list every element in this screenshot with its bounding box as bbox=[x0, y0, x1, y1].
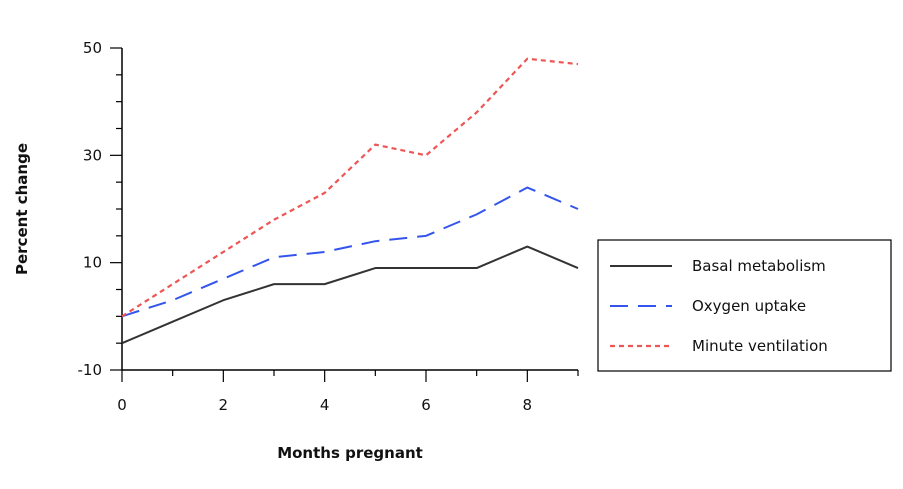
y-axis-title: Percent change bbox=[13, 143, 31, 275]
chart-series bbox=[121, 57, 579, 345]
series-line-1 bbox=[121, 245, 579, 345]
legend-label-3: Minute ventilation bbox=[692, 337, 828, 355]
chart-legend: Basal metabolism Oxygen uptake Minute vent… bbox=[597, 239, 892, 372]
y-tick-label: 30 bbox=[83, 146, 102, 164]
legend-label-2: Oxygen uptake bbox=[692, 297, 806, 315]
x-tick-label: 4 bbox=[320, 396, 330, 414]
legend-label-1: Basal metabolism bbox=[692, 257, 826, 275]
y-tick-label: -10 bbox=[78, 361, 103, 379]
chart-axes: -10 10 30 50 0 2 4 6 8 bbox=[78, 39, 579, 414]
x-tick-label: 6 bbox=[421, 396, 431, 414]
series-line-3 bbox=[121, 57, 579, 318]
y-tick-label: 50 bbox=[83, 39, 102, 57]
x-tick-label: 0 bbox=[117, 396, 127, 414]
x-axis-title: Months pregnant bbox=[277, 444, 423, 462]
x-tick-label: 2 bbox=[219, 396, 229, 414]
x-tick-label: 8 bbox=[523, 396, 533, 414]
y-tick-label: 10 bbox=[83, 254, 102, 272]
series-line-2 bbox=[121, 186, 579, 318]
